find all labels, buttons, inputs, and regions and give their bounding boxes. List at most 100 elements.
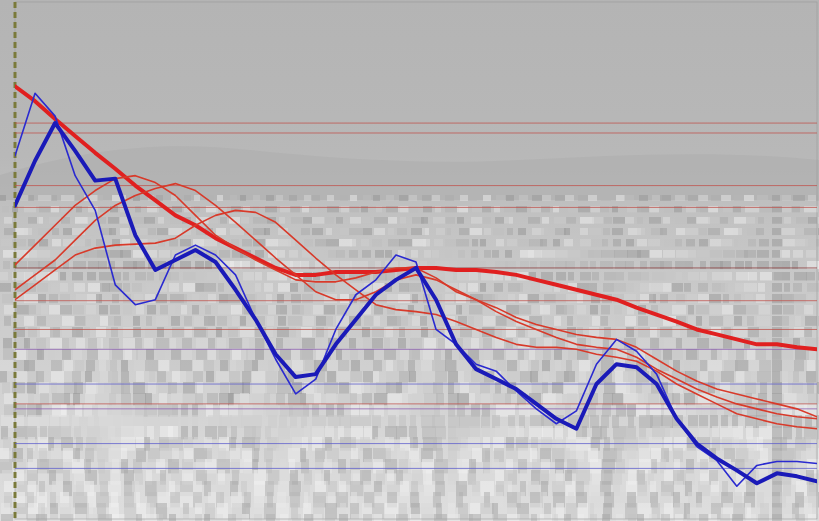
building [312, 404, 319, 417]
building [312, 217, 325, 224]
building [696, 404, 702, 417]
building [36, 514, 47, 521]
building [722, 349, 728, 360]
building [816, 239, 819, 246]
building [649, 217, 661, 224]
building [76, 338, 85, 349]
building [648, 316, 655, 326]
building [723, 294, 729, 303]
building [220, 404, 228, 417]
building [496, 316, 507, 326]
building [712, 272, 724, 280]
building [554, 349, 562, 360]
building [62, 349, 71, 360]
building [518, 349, 524, 360]
building [350, 239, 356, 246]
building [793, 371, 799, 383]
building [746, 217, 755, 224]
building [555, 195, 565, 201]
building [492, 250, 499, 258]
building [302, 294, 313, 303]
building [456, 239, 469, 246]
building [386, 360, 393, 371]
building [698, 294, 709, 303]
building [748, 360, 760, 371]
building [145, 360, 159, 371]
building [132, 349, 138, 360]
building [734, 316, 742, 326]
building [735, 360, 749, 371]
building [62, 316, 74, 326]
building [289, 327, 296, 337]
building [180, 239, 191, 246]
building [243, 272, 254, 280]
building [676, 338, 682, 349]
building [218, 305, 232, 315]
building [302, 338, 315, 349]
building [592, 217, 603, 224]
building [710, 239, 721, 246]
building [229, 371, 240, 383]
building [507, 371, 521, 383]
building [508, 294, 515, 303]
building [589, 283, 597, 292]
building [780, 195, 791, 201]
building [556, 404, 570, 417]
building [471, 404, 480, 417]
building [568, 272, 574, 280]
building [616, 327, 627, 337]
building [312, 195, 320, 201]
building [144, 404, 157, 417]
building [184, 195, 191, 201]
building [471, 250, 478, 258]
building [337, 404, 344, 417]
building [171, 316, 180, 326]
building [543, 349, 551, 360]
building [255, 272, 262, 280]
building [289, 404, 303, 417]
building [181, 294, 187, 303]
building [180, 360, 192, 371]
building [793, 250, 803, 258]
building [372, 338, 383, 349]
building [373, 195, 380, 201]
building [434, 349, 441, 360]
building [759, 305, 770, 315]
building [135, 338, 142, 349]
building [663, 217, 670, 224]
building [3, 261, 10, 269]
building [496, 404, 505, 417]
building [316, 316, 326, 326]
building [0, 195, 6, 201]
building [445, 228, 451, 235]
building [459, 283, 466, 292]
building [793, 283, 802, 292]
building [625, 217, 634, 224]
building [0, 283, 11, 292]
building [50, 338, 62, 349]
building [496, 239, 504, 246]
building [721, 195, 731, 201]
building [243, 404, 253, 417]
building [230, 228, 244, 235]
building [384, 349, 396, 360]
building [592, 272, 599, 280]
building [624, 195, 634, 201]
building [266, 404, 278, 417]
building [264, 228, 270, 235]
building [364, 349, 374, 360]
building [577, 294, 583, 303]
building [2, 206, 9, 212]
building [664, 338, 675, 349]
building [375, 250, 384, 258]
building [218, 283, 224, 292]
building [410, 338, 422, 349]
building [518, 338, 529, 349]
building [40, 360, 51, 371]
building [208, 294, 216, 303]
building [276, 195, 283, 201]
building [772, 305, 782, 315]
building [783, 305, 794, 315]
building [240, 316, 246, 326]
building [615, 371, 623, 383]
